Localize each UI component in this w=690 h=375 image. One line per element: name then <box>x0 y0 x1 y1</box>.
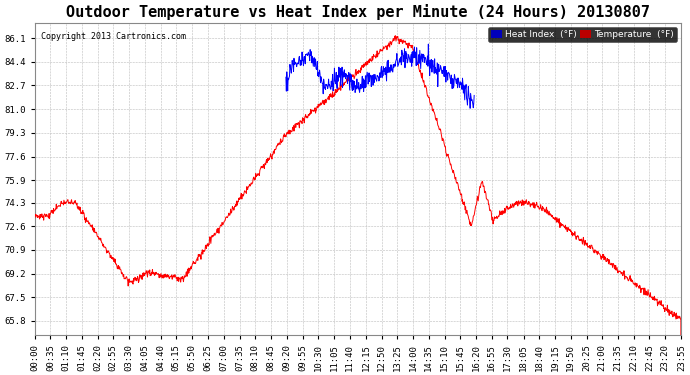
Text: Copyright 2013 Cartronics.com: Copyright 2013 Cartronics.com <box>41 32 186 41</box>
Legend: Heat Index  (°F), Temperature  (°F): Heat Index (°F), Temperature (°F) <box>489 27 677 42</box>
Title: Outdoor Temperature vs Heat Index per Minute (24 Hours) 20130807: Outdoor Temperature vs Heat Index per Mi… <box>66 4 650 20</box>
